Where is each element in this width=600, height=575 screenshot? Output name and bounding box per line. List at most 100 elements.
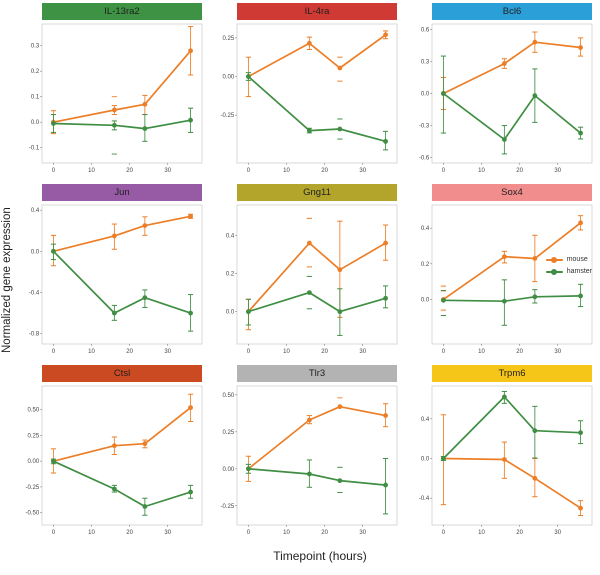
facet-strip-sox4: Sox4: [432, 184, 592, 201]
facet-strip-jun: Jun: [42, 184, 202, 201]
svg-text:30: 30: [164, 530, 171, 536]
svg-text:30: 30: [554, 168, 561, 174]
panel-gng11: Gng11 0.4 0.2 0.0 0 10 20 30: [209, 184, 402, 365]
svg-text:-0.50: -0.50: [26, 511, 40, 517]
x-axis: 0 10 20 30: [52, 525, 172, 536]
x-axis: 0 10 20 30: [442, 525, 562, 536]
svg-text:0.25: 0.25: [223, 430, 235, 436]
gene-plot-sox4: 0.4 0.2 0.0 0 10 20 30: [421, 204, 593, 355]
legend-label-mouse: mouse: [566, 256, 588, 263]
svg-text:-0.4: -0.4: [419, 496, 430, 502]
svg-text:0.50: 0.50: [223, 393, 235, 399]
gene-plot-bcl6: 0.6 0.3 0.0 -0.3 -0.6 0 10 20 30: [419, 23, 593, 174]
legend-entry-mouse: mouse: [545, 256, 592, 263]
facet-strip-il-4ra: IL-4ra: [237, 3, 397, 20]
gene-plot-trpm6: 0.4 0.0 -0.4 0 10 20 30: [419, 385, 593, 536]
x-axis: 0 10 20 30: [247, 344, 367, 355]
y-axis: 0.4 0.0 -0.4 -0.8: [29, 208, 42, 338]
svg-text:10: 10: [478, 349, 485, 355]
legend-entry-hamster: hamster: [545, 268, 592, 275]
panel-trpm6: Trpm6 0.4 0.0 -0.4 0 10 20 30: [404, 365, 597, 546]
svg-text:20: 20: [126, 530, 133, 536]
series-hamster: [440, 390, 584, 461]
svg-text:-0.6: -0.6: [419, 156, 430, 162]
gene-plot-gng11: 0.4 0.2 0.0 0 10 20 30: [226, 204, 398, 355]
x-axis-label: Timepoint (hours): [273, 549, 367, 563]
strip-title: Ctsl: [113, 368, 131, 379]
svg-text:-0.1: -0.1: [29, 146, 40, 152]
x-axis: 0 10 20 30: [52, 163, 172, 174]
svg-text:0: 0: [247, 349, 251, 355]
svg-text:0: 0: [52, 168, 56, 174]
svg-text:10: 10: [88, 530, 95, 536]
svg-text:20: 20: [516, 349, 523, 355]
panel-tlr3: Tlr3 0.50 0.25 0.00 -0.25 0 10 20 30: [209, 365, 402, 546]
svg-text:10: 10: [478, 168, 485, 174]
y-axis-label: Normalized gene expression: [1, 207, 13, 353]
strip-title: Tlr3: [308, 368, 326, 379]
facet-strip-il-13ra2: IL-13ra2: [42, 3, 202, 20]
gene-plot-tlr3: 0.50 0.25 0.00 -0.25 0 10 20 30: [221, 385, 398, 536]
svg-text:10: 10: [283, 349, 290, 355]
facet-strip-gng11: Gng11: [237, 184, 397, 201]
svg-text:0: 0: [52, 349, 56, 355]
mouse-series-swatch-icon: [545, 256, 563, 263]
svg-text:0.4: 0.4: [31, 208, 40, 214]
svg-text:0.25: 0.25: [28, 433, 40, 439]
svg-text:0.50: 0.50: [28, 408, 40, 414]
svg-text:10: 10: [88, 349, 95, 355]
x-axis: 0 10 20 30: [442, 163, 562, 174]
svg-text:30: 30: [554, 349, 561, 355]
gene-plot-jun: 0.4 0.0 -0.4 -0.8 0 10 20 30: [29, 204, 203, 355]
series-hamster: [50, 107, 194, 155]
svg-text:30: 30: [359, 168, 366, 174]
series-hamster: [245, 275, 389, 336]
facet-strip-ctsl: Ctsl: [42, 365, 202, 382]
svg-text:10: 10: [88, 168, 95, 174]
svg-text:0.00: 0.00: [28, 459, 40, 465]
svg-text:30: 30: [164, 349, 171, 355]
svg-text:0: 0: [247, 530, 251, 536]
y-axis: 0.4 0.2 0.0: [421, 226, 432, 303]
svg-text:20: 20: [516, 168, 523, 174]
strip-title: Sox4: [501, 187, 523, 198]
svg-text:0.4: 0.4: [226, 233, 235, 239]
svg-text:0.4: 0.4: [421, 417, 430, 423]
strip-title: Gng11: [303, 187, 331, 198]
facet-strip-bcl6: Bcl6: [432, 3, 592, 20]
y-axis: 0.50 0.25 0.00 -0.25 -0.50: [26, 408, 42, 517]
svg-text:0.4: 0.4: [421, 226, 430, 232]
gene-plot-ctsl: 0.50 0.25 0.00 -0.25 -0.50 0 10 20 30: [26, 385, 203, 536]
svg-text:30: 30: [359, 530, 366, 536]
hamster-series-swatch-icon: [545, 268, 563, 275]
svg-text:0.0: 0.0: [421, 297, 430, 303]
series-hamster: [440, 279, 584, 326]
svg-text:0.0: 0.0: [421, 456, 430, 462]
svg-text:20: 20: [126, 349, 133, 355]
svg-text:0.00: 0.00: [223, 467, 235, 473]
x-axis: 0 10 20 30: [247, 163, 367, 174]
svg-text:-0.3: -0.3: [419, 124, 430, 130]
panel-grid: IL-13ra2 0.3 0.2 0.1 0.0 -0.1 0 10 20 30 IL-4ra …: [14, 3, 599, 546]
y-axis: 0.3 0.2 0.1 0.0 -0.1: [29, 44, 42, 152]
series-hamster: [50, 458, 194, 516]
x-axis: 0 10 20 30: [247, 525, 367, 536]
svg-text:0.1: 0.1: [31, 95, 40, 101]
panel-jun: Jun 0.4 0.0 -0.4 -0.8 0 10 20 30: [14, 184, 207, 365]
strip-title: IL-4ra: [304, 6, 330, 17]
series-hamster: [245, 72, 389, 151]
svg-text:20: 20: [516, 530, 523, 536]
strip-title: Jun: [114, 187, 130, 198]
strip-title: Bcl6: [502, 6, 522, 17]
legend: mouse hamster: [545, 256, 592, 275]
y-axis: 0.25 0.00 -0.25: [221, 36, 237, 119]
svg-text:0: 0: [442, 168, 446, 174]
strip-title: Trpm6: [498, 368, 526, 379]
facet-strip-tlr3: Tlr3: [237, 365, 397, 382]
x-axis: 0 10 20 30: [442, 344, 562, 355]
svg-text:0.3: 0.3: [31, 44, 40, 50]
svg-text:0.3: 0.3: [421, 59, 430, 65]
panel-ctsl: Ctsl 0.50 0.25 0.00 -0.25 -0.50 0 10 20 30: [14, 365, 207, 546]
svg-text:20: 20: [321, 530, 328, 536]
